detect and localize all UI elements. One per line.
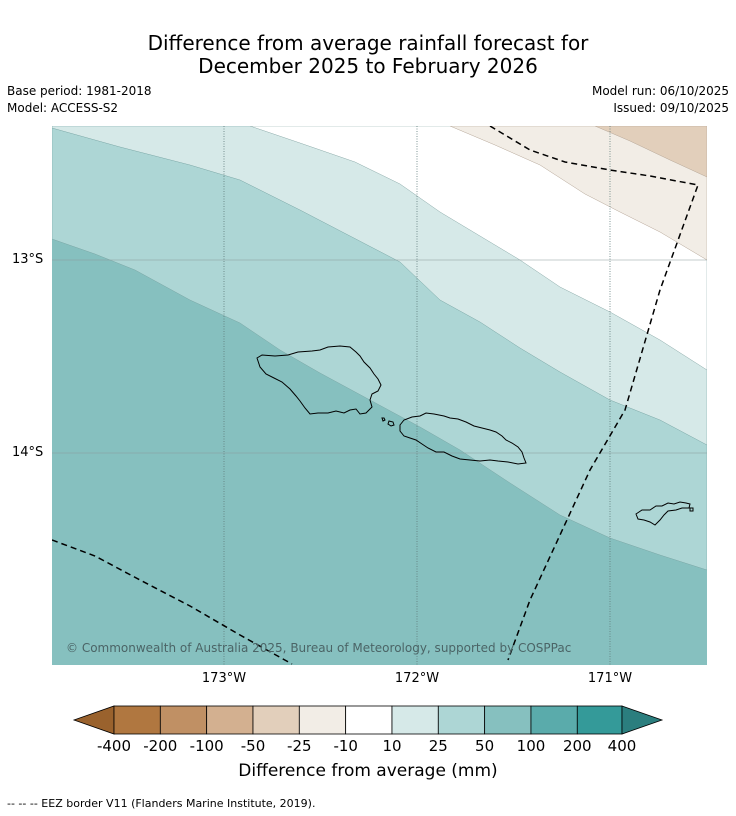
colorbar-bin — [576, 705, 623, 735]
longitude-label-171w: 171°W — [587, 671, 633, 686]
colorbar-extend-low — [72, 705, 115, 735]
islet-manono — [387, 420, 395, 427]
colorbar-bin — [298, 705, 347, 735]
colorbar-bin — [345, 705, 393, 735]
colorbar-tick: -25 — [287, 737, 312, 755]
islet-aunuu — [689, 507, 694, 512]
map-title-line-1: Difference from average rainfall forecas… — [147, 31, 589, 55]
island-savaii — [256, 345, 382, 415]
colorbar-tick: -50 — [240, 737, 266, 755]
colorbar-tick: 10 — [382, 737, 402, 755]
map-title-line-2: December 2025 to February 2026 — [198, 54, 538, 78]
colorbar-tick: 50 — [475, 737, 495, 755]
contour-band-minus50-minus25 — [594, 126, 707, 178]
colorbar-bin — [252, 705, 300, 735]
eez-border — [52, 126, 700, 665]
latitude-label-13s: 13°S — [12, 252, 44, 267]
base-period: Base period: 1981-2018 — [7, 84, 152, 98]
colorbar-bin — [437, 705, 486, 735]
longitude-label-173w: 173°W — [201, 671, 247, 686]
colorbar-tick: -100 — [189, 737, 224, 755]
islet-apolima — [381, 417, 386, 422]
model-run-date: Model run: 06/10/2025 — [591, 84, 729, 98]
colorbar-tick: 100 — [516, 737, 546, 755]
colorbar-title: Difference from average (mm) — [238, 761, 498, 781]
colorbar-bin — [391, 705, 439, 735]
colorbar-tick: -400 — [96, 737, 132, 755]
colorbar-tick: 400 — [607, 737, 637, 755]
colorbar-tick: 200 — [562, 737, 592, 755]
colorbar — [72, 705, 664, 735]
colorbar-bin — [206, 705, 254, 735]
colorbar-bin — [530, 705, 578, 735]
colorbar-bin — [159, 705, 208, 735]
island-tutuila — [635, 501, 691, 526]
colorbar-extend-high — [621, 705, 664, 735]
colorbar-tick: -10 — [333, 737, 358, 755]
latitude-label-14s: 14°S — [12, 445, 44, 460]
eez-footnote: -- -- -- EEZ border V11 (Flanders Marine… — [7, 797, 316, 810]
colorbar-tick: 25 — [428, 737, 448, 755]
map-panel — [52, 126, 707, 665]
model-name: Model: ACCESS-S2 — [7, 101, 119, 115]
issued-date: Issued: 09/10/2025 — [613, 101, 729, 115]
colorbar-tick: -200 — [143, 737, 178, 755]
colorbar-bin — [484, 705, 532, 735]
island-upolu — [399, 412, 527, 465]
contour-band-minus25-minus10 — [449, 126, 707, 261]
longitude-label-172w: 172°W — [394, 671, 440, 686]
copyright-notice: © Commonwealth of Australia 2025, Bureau… — [66, 641, 572, 655]
colorbar-bin — [113, 705, 161, 735]
